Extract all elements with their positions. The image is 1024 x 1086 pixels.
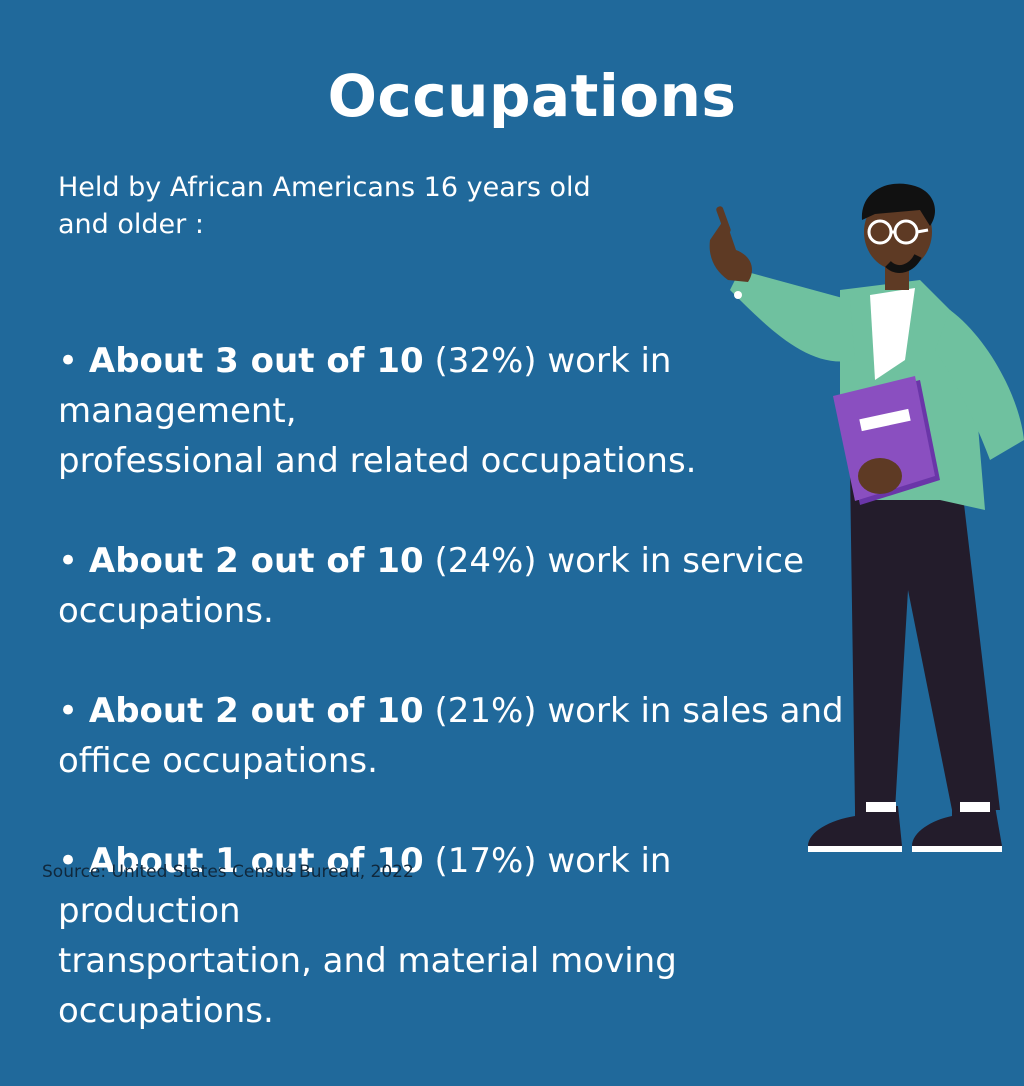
- arm-left: [730, 270, 855, 362]
- bullet-emphasis: About 3 out of 10: [88, 341, 424, 381]
- bullet-emphasis: About 2 out of 10: [88, 691, 424, 731]
- subtitle: Held by African Americans 16 years old a…: [58, 172, 591, 240]
- pants: [850, 470, 1000, 810]
- hand-pointing: [709, 218, 752, 282]
- glasses-icon: [867, 219, 929, 245]
- person-illustration: [709, 183, 1024, 852]
- list-item: • About 2 out of 10 (24%) work in servic…: [58, 541, 805, 631]
- list-item: • About 2 out of 10 (21%) work in sales …: [58, 691, 844, 781]
- shirt: [870, 288, 915, 380]
- bullet-emphasis: About 1 out of 10: [88, 841, 424, 881]
- shoe-right: [912, 806, 1002, 846]
- arm-right: [935, 310, 1024, 460]
- hand-holding: [858, 458, 902, 494]
- page-title: Occupations: [327, 62, 737, 130]
- hair: [861, 183, 935, 226]
- source-note: Source: United States Census Bureau, 202…: [42, 862, 414, 882]
- shoe-left: [808, 806, 902, 846]
- bullet-emphasis: About 2 out of 10: [88, 541, 424, 581]
- list-item: • About 3 out of 10 (32%) work in manage…: [58, 341, 697, 481]
